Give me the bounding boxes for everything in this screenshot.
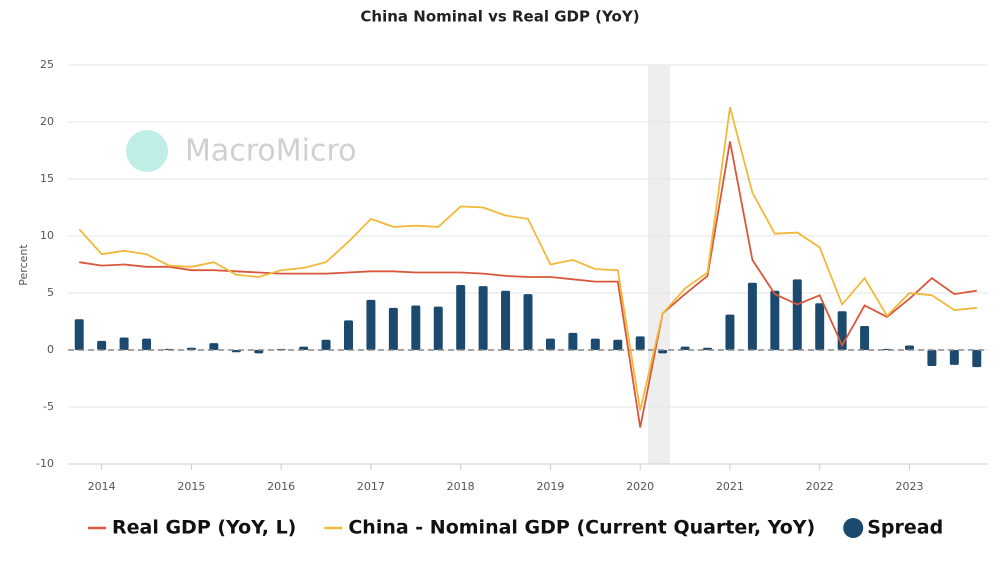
x-tick-label: 2023 xyxy=(895,480,923,493)
shaded-period xyxy=(648,65,670,464)
x-tick-label: 2017 xyxy=(357,480,385,493)
x-tick-label: 2016 xyxy=(267,480,295,493)
bar xyxy=(74,319,84,350)
watermark-logo xyxy=(126,130,168,172)
y-tick-label: 15 xyxy=(40,172,54,185)
bar xyxy=(658,350,668,354)
bar xyxy=(568,332,578,350)
bar xyxy=(209,343,219,350)
bar xyxy=(321,339,331,350)
bar xyxy=(142,338,152,350)
bar xyxy=(747,282,757,350)
legend-label: Spread xyxy=(867,517,943,539)
x-tick-label: 2022 xyxy=(806,480,834,493)
bar xyxy=(613,339,623,350)
bar xyxy=(815,303,825,350)
bar xyxy=(388,307,398,350)
bar xyxy=(97,340,107,350)
bar xyxy=(119,337,129,350)
x-tick-label: 2014 xyxy=(88,480,116,493)
line xyxy=(79,141,977,428)
legend-label: Real GDP (YoY, L) xyxy=(112,517,296,539)
watermark: MacroMicro xyxy=(185,134,357,169)
bar xyxy=(949,350,959,365)
x-tick-label: 2021 xyxy=(716,480,744,493)
bar xyxy=(501,290,511,350)
bar xyxy=(433,306,443,350)
chart-title: China Nominal vs Real GDP (YoY) xyxy=(360,8,639,26)
bar xyxy=(770,290,780,350)
bar xyxy=(254,350,264,354)
bar xyxy=(545,338,555,350)
bar xyxy=(456,285,466,350)
bar xyxy=(972,350,982,368)
bar xyxy=(366,299,376,350)
x-tick-label: 2015 xyxy=(177,480,205,493)
bar xyxy=(478,286,488,350)
x-tick-label: 2020 xyxy=(626,480,654,493)
line xyxy=(78,106,977,411)
bar xyxy=(725,314,735,350)
y-axis-label: Percent xyxy=(17,244,30,286)
y-tick-label: -5 xyxy=(43,400,54,413)
bar xyxy=(344,320,353,350)
y-tick-label: -10 xyxy=(36,457,54,470)
x-tick-label: 2019 xyxy=(536,480,564,493)
bar xyxy=(590,338,600,350)
legend-swatch xyxy=(843,518,864,538)
bar xyxy=(904,345,914,350)
y-tick-label: 10 xyxy=(40,229,54,242)
legend-label: China - Nominal GDP (Current Quarter, Yo… xyxy=(348,517,815,539)
bar xyxy=(523,294,533,350)
bar xyxy=(860,326,870,350)
x-tick-label: 2018 xyxy=(447,480,475,493)
y-tick-label: 25 xyxy=(40,58,54,71)
bar xyxy=(680,346,690,350)
bar xyxy=(927,350,937,366)
bar xyxy=(635,336,645,350)
y-tick-label: 20 xyxy=(40,115,54,128)
bar xyxy=(411,305,421,350)
y-tick-label: 5 xyxy=(47,286,54,299)
y-tick-label: 0 xyxy=(47,343,54,356)
bar xyxy=(792,279,802,350)
bar xyxy=(299,346,309,350)
